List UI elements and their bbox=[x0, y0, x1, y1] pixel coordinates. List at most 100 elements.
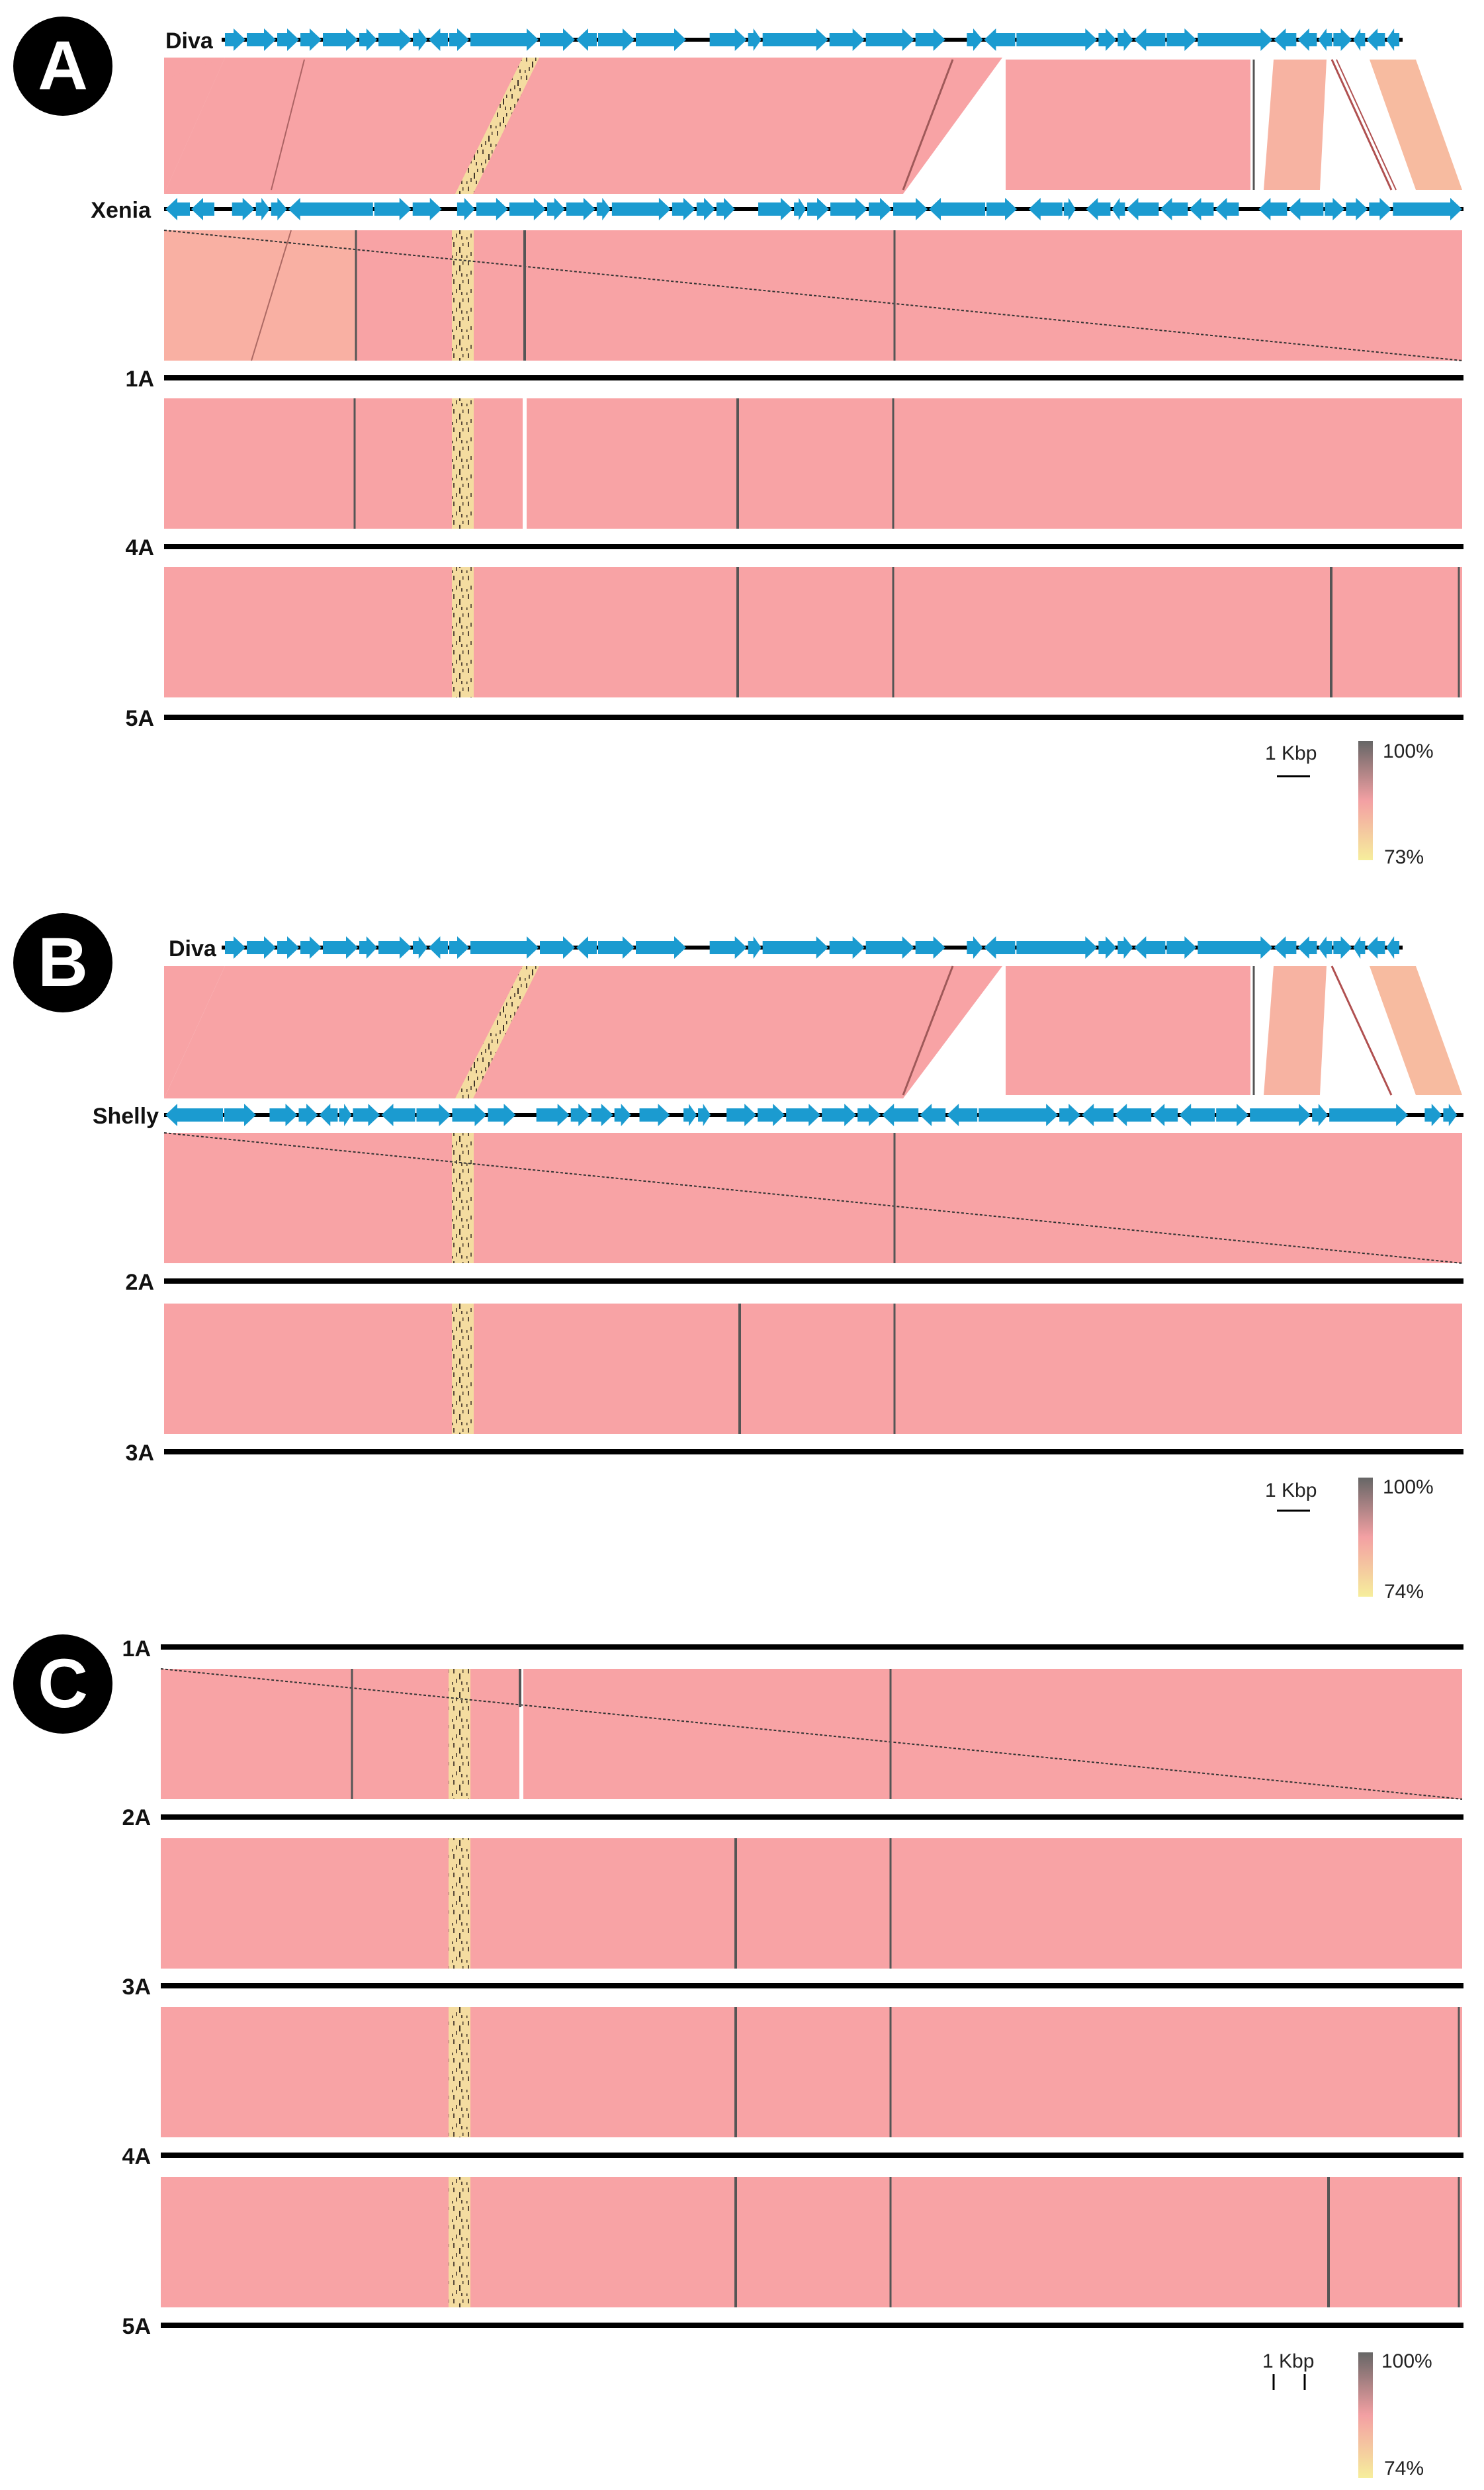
gene-arrow bbox=[869, 198, 893, 220]
gene-arrow bbox=[598, 28, 634, 51]
gene-arrow bbox=[457, 198, 475, 220]
gene-arrow bbox=[1166, 936, 1197, 959]
genome-track-2a: 2A bbox=[126, 1270, 1463, 1295]
ribbons-diva-xenia bbox=[164, 58, 1462, 194]
gene-arrow bbox=[540, 28, 575, 51]
panel-badge bbox=[13, 17, 112, 116]
genome-track-5a: 5A bbox=[126, 706, 1463, 731]
gene-arrow bbox=[1318, 28, 1332, 51]
gene-arrow bbox=[1179, 1104, 1215, 1126]
genome-label: 4A bbox=[126, 535, 154, 560]
genome-label: 5A bbox=[126, 706, 154, 731]
gene-arrow bbox=[865, 28, 914, 51]
gene-arrow bbox=[277, 28, 299, 51]
genome-track-4a: 4A bbox=[126, 535, 1463, 560]
gene-arrow bbox=[1198, 28, 1273, 51]
gene-arrow bbox=[698, 1104, 711, 1126]
gene-arrow bbox=[359, 936, 377, 959]
gene-arrow bbox=[984, 936, 1016, 959]
genome-label: 5A bbox=[122, 2314, 151, 2339]
legend-b: 1 Kbp 100% 74% bbox=[1265, 1476, 1434, 1603]
gene-arrow bbox=[359, 28, 377, 51]
genome-label: 4A bbox=[122, 2144, 151, 2169]
scale-bar-label: 1 Kbp bbox=[1265, 742, 1317, 764]
gene-arrow bbox=[786, 1104, 821, 1126]
genome-label: Xenia bbox=[91, 198, 152, 223]
gene-arrow bbox=[830, 198, 868, 220]
identity-max-label: 100% bbox=[1383, 1476, 1434, 1498]
gene-arrow bbox=[984, 28, 1016, 51]
gene-arrow bbox=[1288, 198, 1324, 220]
gene-arrow bbox=[1329, 1104, 1409, 1126]
gene-arrow bbox=[1353, 28, 1366, 51]
identity-min-label: 74% bbox=[1384, 2458, 1424, 2479]
gene-arrow bbox=[300, 28, 322, 51]
gene-arrow bbox=[488, 1104, 516, 1126]
gene-arrow bbox=[762, 936, 828, 959]
gene-arrow bbox=[1028, 198, 1063, 220]
gene-arrow bbox=[1346, 198, 1368, 220]
gene-arrow bbox=[247, 936, 276, 959]
gene-arrow bbox=[576, 936, 597, 959]
gene-arrow bbox=[967, 936, 983, 959]
gene-arrow bbox=[986, 198, 1018, 220]
gene-arrow bbox=[611, 198, 671, 220]
gene-arrow bbox=[452, 1104, 487, 1126]
gene-arrow bbox=[1086, 198, 1111, 220]
genome-label: Diva bbox=[165, 28, 214, 54]
gene-arrow bbox=[288, 198, 373, 220]
gene-arrow bbox=[319, 1104, 338, 1126]
gene-arrow bbox=[726, 1104, 757, 1126]
identity-min-label: 74% bbox=[1384, 1581, 1424, 1603]
gene-arrow bbox=[476, 198, 508, 220]
genome-track-diva: Diva bbox=[165, 28, 1403, 54]
gene-arrow bbox=[1258, 198, 1288, 220]
gene-arrow bbox=[915, 936, 945, 959]
gene-arrow bbox=[893, 198, 928, 220]
gene-arrow bbox=[566, 198, 595, 220]
genome-track-diva: Diva bbox=[169, 936, 1403, 961]
identity-gradient bbox=[1358, 1478, 1373, 1597]
gene-arrow bbox=[748, 28, 762, 51]
identity-min-label: 73% bbox=[1384, 846, 1424, 868]
gene-arrow bbox=[865, 936, 914, 959]
genome-track-1a: 1A bbox=[126, 367, 1463, 392]
ribbons-diva-shelly bbox=[164, 965, 1462, 1098]
gene-arrow bbox=[758, 1104, 785, 1126]
gene-arrow bbox=[1215, 198, 1239, 220]
gene-arrow bbox=[1366, 936, 1385, 959]
gene-arrow bbox=[1297, 936, 1317, 959]
gene-arrow bbox=[1166, 28, 1197, 51]
gene-arrow bbox=[596, 198, 611, 220]
gene-arrow bbox=[1126, 198, 1159, 220]
gene-arrow bbox=[1424, 1104, 1442, 1126]
gene-arrow bbox=[807, 198, 830, 220]
legend-a: 1 Kbp 100% 73% bbox=[1265, 740, 1434, 868]
ribbons-1a-4a bbox=[164, 398, 1462, 529]
genome-track-3a: 3A bbox=[122, 1975, 1463, 2000]
gene-arrow bbox=[1333, 28, 1352, 51]
gene-arrow bbox=[353, 1104, 380, 1126]
ribbons-3a-4a bbox=[161, 2007, 1462, 2137]
gene-arrow bbox=[247, 28, 276, 51]
gene-arrow bbox=[1082, 1104, 1114, 1126]
gene-arrow bbox=[1112, 198, 1125, 220]
gene-arrow bbox=[225, 28, 245, 51]
gene-arrow bbox=[1274, 936, 1297, 959]
gene-arrow bbox=[947, 1104, 978, 1126]
gene-arrow bbox=[540, 936, 575, 959]
gene-arrow bbox=[672, 198, 695, 220]
panel-c: C bbox=[13, 1634, 1463, 2479]
genome-label: 1A bbox=[126, 367, 154, 392]
gene-arrow bbox=[709, 936, 747, 959]
gene-arrow bbox=[1117, 936, 1133, 959]
ribbons-2a-3a bbox=[164, 1304, 1462, 1434]
genome-track-4a: 4A bbox=[122, 2144, 1463, 2169]
gene-arrow bbox=[570, 1104, 590, 1126]
genome-label: Shelly bbox=[93, 1104, 159, 1129]
gene-arrow bbox=[536, 1104, 570, 1126]
gene-arrow bbox=[1198, 936, 1273, 959]
genome-track-1a: 1A bbox=[122, 1636, 1463, 1662]
gene-arrow bbox=[412, 198, 442, 220]
gene-arrow bbox=[829, 28, 865, 51]
